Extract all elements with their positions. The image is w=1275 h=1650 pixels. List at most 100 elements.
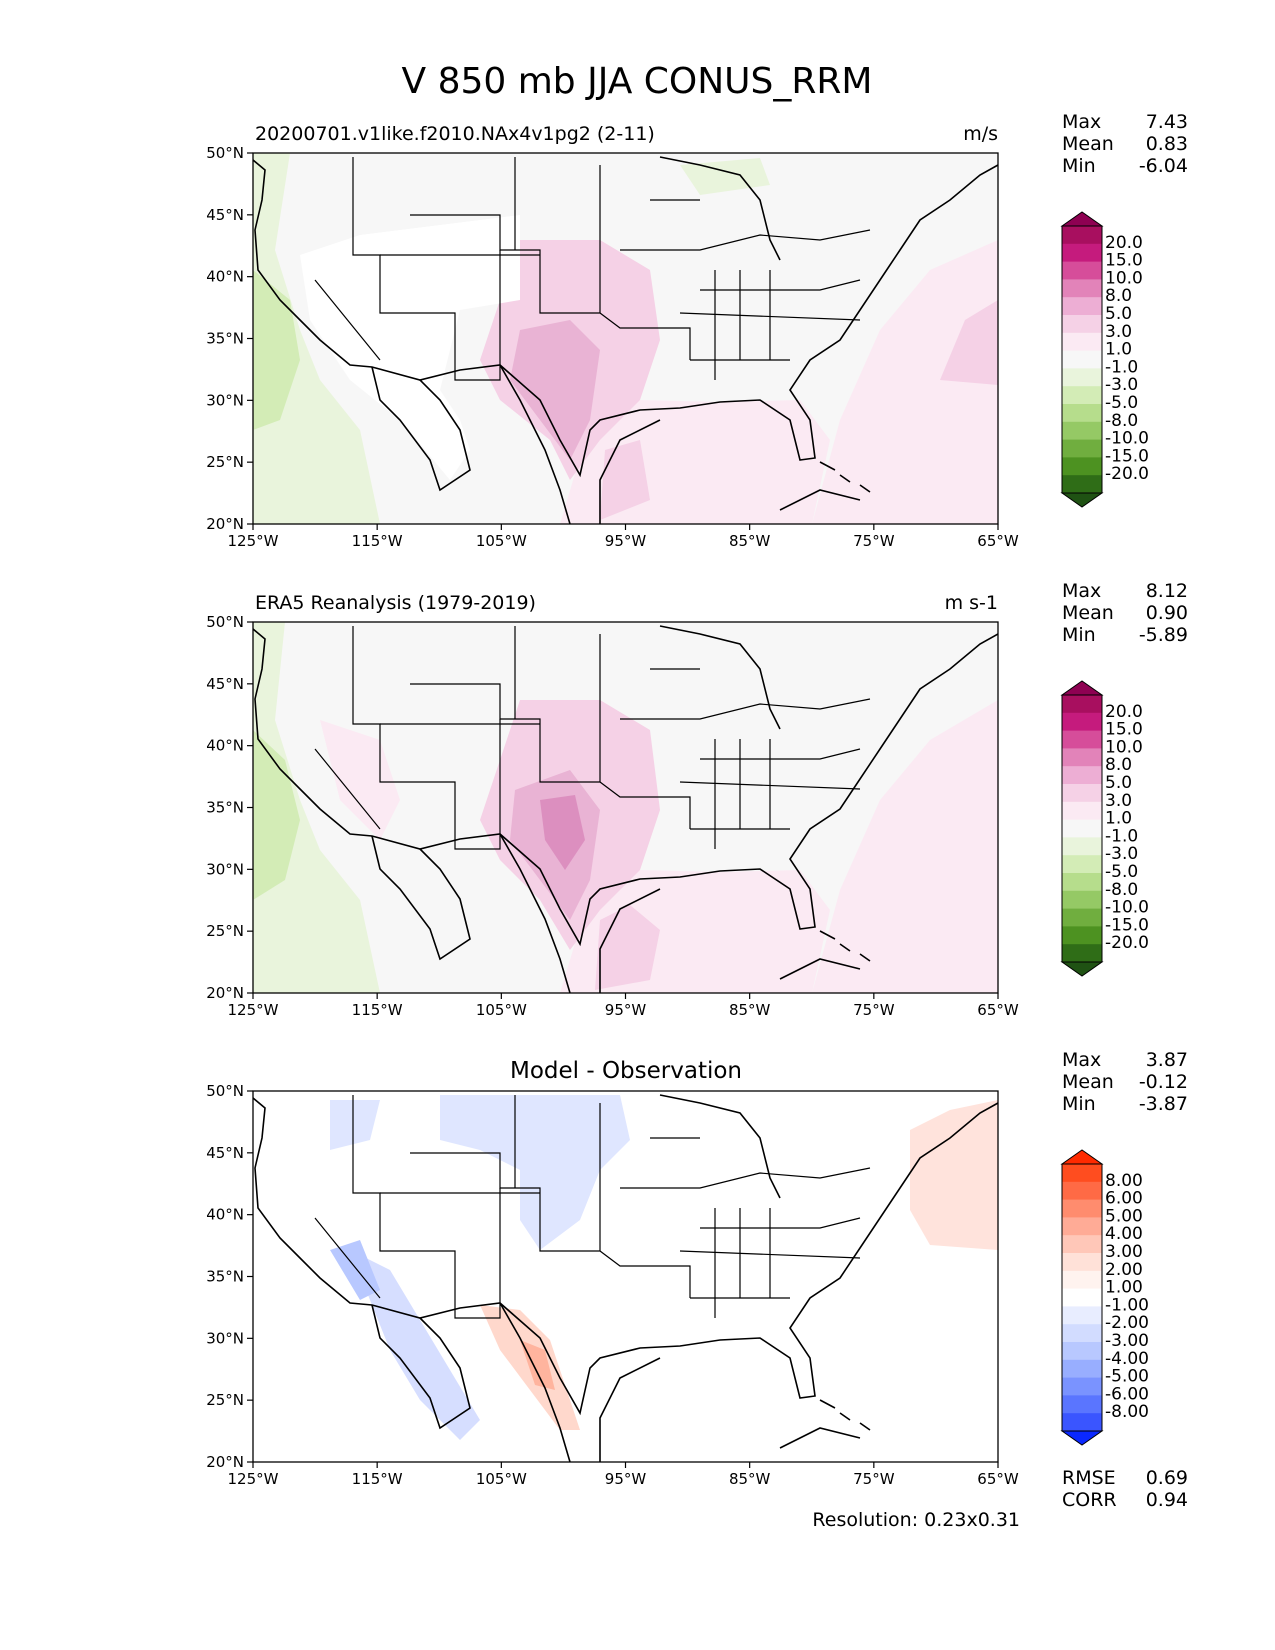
- y-tick-label: 30°N: [206, 1329, 244, 1347]
- colorbar-segment: [1062, 297, 1102, 316]
- map-field: [253, 153, 998, 524]
- x-tick-label: 115°W: [352, 1470, 403, 1488]
- map-outlines: [252, 156, 999, 525]
- colorbar-level-label: 10.0: [1105, 737, 1143, 757]
- colorbar-segment: [1062, 368, 1102, 387]
- colorbar-level-label: -5.0: [1105, 393, 1138, 413]
- colorbar-segment: [1062, 261, 1102, 280]
- resolution-label: Resolution: 0.23x0.31: [812, 1509, 1020, 1531]
- pacific-core-region: [253, 730, 300, 900]
- x-tick-label: 75°W: [853, 532, 895, 550]
- southwest-blue-region: [330, 1240, 380, 1300]
- figure-title: V 850 mb JJA CONUS_RRM: [402, 61, 873, 102]
- pacific-green-region: [253, 622, 380, 993]
- colorbar-level-label: -15.0: [1105, 446, 1149, 466]
- colorbar-level-label: -3.00: [1105, 1331, 1149, 1351]
- x-tick-label: 65°W: [977, 532, 1019, 550]
- colorbar-segment: [1062, 439, 1102, 458]
- stat-label: Min: [1062, 155, 1096, 177]
- colorbar-segment: [1062, 1181, 1102, 1201]
- colorbar-level-label: 1.00: [1105, 1278, 1143, 1298]
- colorbar-level-label: 3.0: [1105, 322, 1132, 342]
- x-tick-label: 95°W: [605, 532, 647, 550]
- stat-label: RMSE: [1062, 1467, 1116, 1489]
- colorbar-level-label: -20.0: [1105, 464, 1149, 484]
- colorbar-segment: [1062, 421, 1102, 441]
- stats-block: Max 3.87 Mean -0.12 Min -3.87: [1062, 1049, 1188, 1115]
- colorbar-segment: [1062, 1324, 1102, 1343]
- colorbar-level-label: 8.0: [1105, 286, 1132, 306]
- stat-label: Mean: [1062, 602, 1114, 624]
- x-tick-label: 95°W: [605, 1001, 647, 1019]
- colorbar-level-label: -5.0: [1105, 862, 1138, 882]
- colorbar-segment: [1062, 1342, 1102, 1361]
- colorbar-segment: [1062, 1217, 1102, 1236]
- y-tick-label: 20°N: [206, 515, 244, 533]
- colorbar-level-label: 15.0: [1105, 720, 1143, 740]
- stat-label: Max: [1062, 111, 1101, 133]
- colorbar-outline: [1061, 225, 1103, 494]
- colorbar-level-label: -8.0: [1105, 411, 1138, 431]
- y-tick-label: 30°N: [206, 860, 244, 878]
- stats-block: Max 8.12 Mean 0.90 Min -5.89: [1062, 580, 1188, 646]
- axis-ticks: 125°W 115°W 105°W 95°W 85°W 75°W 65°W 20°N 25°N 3…: [206, 613, 1019, 1019]
- colorbar-segment: [1062, 475, 1102, 494]
- x-tick-label: 125°W: [228, 532, 279, 550]
- x-tick-label: 65°W: [977, 1470, 1019, 1488]
- colorbar-level-label: -15.0: [1105, 915, 1149, 935]
- colorbar-segment: [1062, 926, 1102, 945]
- panel-test: 20200701.v1like.f2010.NAx4v1pg2 (2-11) m…: [206, 111, 1188, 550]
- colorbar-outline: [1061, 1163, 1103, 1432]
- colorbar-level-label: 2.00: [1105, 1260, 1143, 1280]
- colorbar-segment: [1062, 315, 1102, 334]
- colorbar-level-label: 5.0: [1105, 304, 1132, 324]
- colorbar-segment: [1062, 873, 1102, 892]
- stat-label: Min: [1062, 624, 1096, 646]
- colorbar-level-label: 3.0: [1105, 791, 1132, 811]
- colorbar-level-label: 1.0: [1105, 809, 1132, 829]
- y-tick-label: 50°N: [206, 144, 244, 162]
- stat-value: 3.87: [1146, 1049, 1188, 1071]
- colorbar-level-label: -3.0: [1105, 375, 1138, 395]
- atlantic-core-region: [940, 300, 998, 385]
- panel-title-center: Model - Observation: [510, 1058, 742, 1084]
- colorbar-segment: [1062, 350, 1102, 369]
- colorbar-segment: [1062, 1413, 1102, 1432]
- colorbar-level-label: 20.0: [1105, 702, 1143, 722]
- colorbar-level-label: -1.00: [1105, 1295, 1149, 1315]
- y-tick-label: 45°N: [206, 1144, 244, 1162]
- colorbar-level-label: 5.00: [1105, 1206, 1143, 1226]
- colorbar-segment: [1062, 1270, 1102, 1290]
- colorbar-segment: [1062, 855, 1102, 874]
- northwest-blue-region: [330, 1100, 380, 1150]
- stat-label: Mean: [1062, 133, 1114, 155]
- colorbar-segment: [1062, 226, 1102, 245]
- y-tick-label: 40°N: [206, 268, 244, 286]
- x-tick-label: 105°W: [476, 1001, 527, 1019]
- colorbar-segment: [1062, 730, 1102, 749]
- colorbar-level-label: 6.00: [1105, 1189, 1143, 1209]
- colorbar-segment: [1062, 1377, 1102, 1396]
- colorbar-level-label: 20.0: [1105, 233, 1143, 253]
- y-tick-label: 50°N: [206, 1082, 244, 1100]
- panel-units: m s-1: [945, 592, 998, 614]
- stat-value: 7.43: [1146, 111, 1188, 133]
- y-tick-label: 20°N: [206, 1453, 244, 1471]
- colorbar-segment: [1062, 1306, 1102, 1325]
- colorbar-level-label: -2.00: [1105, 1313, 1149, 1333]
- atlantic-pink-region: [812, 240, 998, 524]
- stat-value: 0.69: [1146, 1467, 1188, 1489]
- x-tick-label: 115°W: [352, 532, 403, 550]
- stat-label: Max: [1062, 1049, 1101, 1071]
- colorbar: 8.006.005.004.003.002.001.00-1.00-2.00-3…: [1060, 1149, 1149, 1446]
- y-tick-label: 40°N: [206, 1206, 244, 1224]
- state-borders: [314, 1095, 871, 1319]
- colorbar-level-label: 1.0: [1105, 340, 1132, 360]
- colorbar-level-label: -1.0: [1105, 357, 1138, 377]
- stat-label: Min: [1062, 1093, 1096, 1115]
- x-tick-label: 95°W: [605, 1470, 647, 1488]
- x-tick-label: 125°W: [228, 1470, 279, 1488]
- y-tick-label: 35°N: [206, 799, 244, 817]
- northwest-atlantic-red-region: [910, 1100, 998, 1250]
- panel-difference: Model - Observation: [206, 1049, 1188, 1511]
